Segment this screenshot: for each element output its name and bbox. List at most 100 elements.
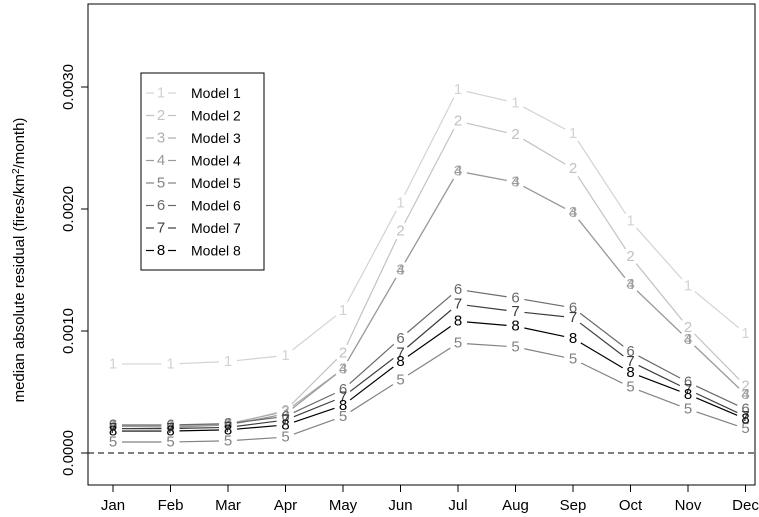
series-segment [636,290,682,334]
data-point: 7 [511,303,519,320]
series-segment [346,210,397,303]
legend-label: Model 2 [191,108,241,124]
series-segment [577,140,627,214]
data-point: 8 [109,423,117,440]
series-segment [236,355,277,362]
legend-item: 2 Model 2 [146,107,241,124]
data-point: 3 [626,276,634,293]
data-point: 2 [684,319,692,336]
series-segment [577,175,627,250]
data-point: 3 [454,163,462,180]
legend-label: Model 7 [191,220,241,236]
series-segment [179,429,220,432]
data-point: 7 [626,353,634,370]
series-segment [635,263,683,321]
series-segment [466,321,507,326]
legend-marker: 3 [157,130,165,147]
data-point: 8 [454,313,462,330]
data-point: 8 [396,353,404,370]
data-point: 5 [109,434,117,451]
data-point: 6 [224,415,232,432]
data-point: 8 [339,397,347,414]
legend-label: Model 5 [191,175,241,191]
y-axis-label-tail: /month) [11,118,28,169]
series-segment [346,238,398,346]
legend-marker: 7 [157,220,165,237]
y-tick-label: 0.0020 [60,186,77,232]
data-point: 8 [224,421,232,438]
legend-label: Model 8 [191,243,241,259]
series-segment [179,440,220,443]
legend-item: 3 Model 3 [146,130,241,147]
legend-item: 4 Model 4 [146,152,241,169]
data-point: 1 [281,347,289,364]
data-point: 1 [224,353,232,370]
data-point: 3 [109,416,117,433]
data-point: 2 [281,402,289,419]
data-point: 6 [281,408,289,425]
series-8: 8 8 8 8 8 8 8 8 8 8 8 8 [109,313,750,440]
data-point: 5 [511,338,519,355]
series-6: 6 6 6 6 6 6 6 6 6 6 6 6 [109,281,750,433]
data-point: 5 [626,379,634,396]
data-point: 3 [224,415,232,432]
data-point: 4 [684,331,692,348]
data-point: 3 [281,403,289,420]
legend-marker: 4 [157,152,165,169]
data-point: 4 [166,419,174,436]
series-segment [636,227,683,280]
data-point: 7 [684,381,692,398]
series-segment [293,399,335,418]
data-point: 1 [626,213,634,230]
series-segment [524,298,565,307]
x-tick-label: Oct [619,497,643,514]
legend-item: 7 Model 7 [146,220,241,237]
series-segment [349,366,394,401]
series-1: 1 1 1 1 1 1 1 1 1 1 1 1 [109,81,750,373]
data-point: 6 [166,416,174,433]
series-segment [236,437,277,441]
data-point: 2 [109,418,117,435]
series-segment [179,423,220,426]
x-axis: Jan Feb Mar Apr May Jun Jul Aug Sep Oct Nov Dec [101,485,759,514]
data-point: 2 [626,248,634,265]
series-7: 7 7 7 7 7 7 7 7 7 7 7 7 [109,296,750,437]
x-tick-label: Dec [732,497,759,514]
data-point: 1 [339,302,347,319]
legend-box [140,72,265,271]
y-tick-label: 0.0000 [60,430,77,476]
series-segment [406,294,452,333]
legend-item: 1 Model 1 [146,85,241,102]
data-point: 3 [166,418,174,435]
data-point: 5 [569,351,577,368]
series-segment [578,219,626,278]
series-segment [638,355,681,379]
data-point: 2 [511,126,519,143]
series-segment [696,411,738,427]
series-segment [293,407,335,423]
data-point: 1 [454,81,462,98]
data-point: 6 [511,290,519,307]
data-point: 7 [109,420,117,437]
series-segment [179,424,220,428]
legend-label: Model 1 [191,85,241,101]
series-segment [694,345,740,389]
data-point: 6 [741,401,749,418]
series-segment [638,375,680,392]
series-segment [291,358,338,405]
data-point: 1 [741,325,749,342]
series-segment [406,309,452,348]
x-tick-label: Jun [388,497,412,514]
y-axis: 0.0000 0.0010 0.0020 0.0030 [60,64,88,476]
data-point: 6 [684,374,692,391]
series-segment [121,425,162,428]
data-point: 2 [396,222,404,239]
series-segment [466,304,507,311]
data-point: 3 [741,386,749,403]
series-segment [350,384,394,413]
data-point: 2 [166,418,174,435]
data-point: 1 [511,94,519,111]
data-point: 3 [339,360,347,377]
series-segment [580,362,623,384]
